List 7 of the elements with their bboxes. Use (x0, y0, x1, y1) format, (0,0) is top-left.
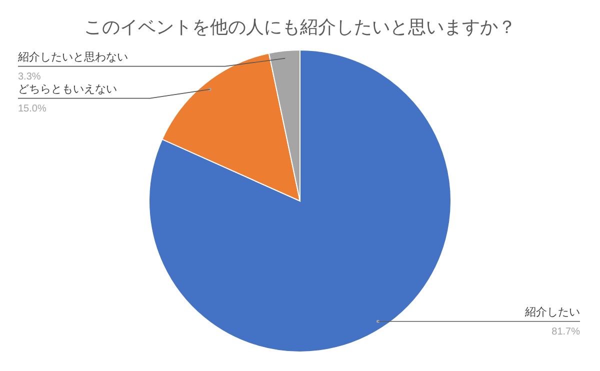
slice-label: 紹介したい (524, 306, 580, 318)
data-label: 3.3% (18, 71, 41, 82)
data-label: 81.7% (552, 326, 580, 338)
data-label: 15.0% (18, 103, 46, 114)
slice-label: どちらともいえない (18, 83, 117, 96)
slice-label: 紹介したいと思わない (17, 51, 128, 64)
chart-title: このイベントを他の人にも紹介したいと思いますか？ (84, 17, 516, 37)
